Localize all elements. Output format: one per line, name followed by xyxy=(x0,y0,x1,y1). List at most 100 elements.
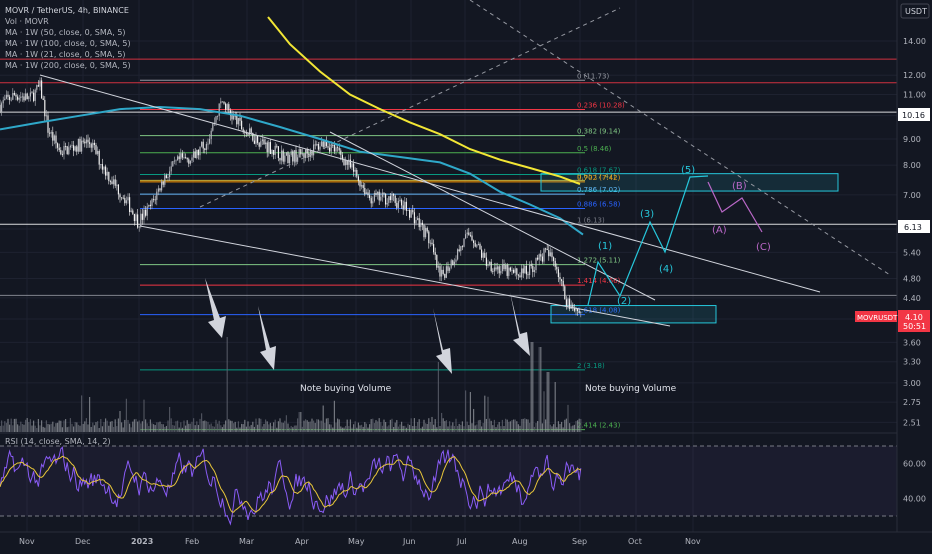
volume-bar xyxy=(460,424,462,432)
volume-bar xyxy=(201,413,203,432)
volume-bar xyxy=(188,423,190,432)
candle-body xyxy=(455,259,457,262)
volume-bar xyxy=(73,426,75,432)
candle-body xyxy=(527,274,529,276)
target-zone-box xyxy=(550,305,717,324)
volume-bar xyxy=(269,422,271,432)
candle-body xyxy=(439,266,441,277)
candle-body xyxy=(349,159,351,168)
candle-body xyxy=(23,96,25,101)
candle-body xyxy=(413,212,415,224)
volume-bar xyxy=(332,427,334,432)
volume-bar xyxy=(97,421,99,432)
volume-bar xyxy=(151,423,153,432)
candle-body xyxy=(493,267,495,272)
currency-box[interactable] xyxy=(900,3,930,19)
indicator-ma-100[interactable]: MA · 1W (100, close, 0, SMA, 5) xyxy=(5,39,131,48)
candle-body xyxy=(469,234,471,236)
fib-label: 1.414 (4.66) xyxy=(577,277,621,285)
candle-body xyxy=(15,94,17,97)
volume-bar xyxy=(5,422,7,432)
volume-bar xyxy=(114,419,116,432)
volume-bar xyxy=(468,425,470,432)
price-tick-label: 2.51 xyxy=(903,418,921,427)
volume-bar xyxy=(399,424,401,432)
candle-body xyxy=(546,248,548,251)
volume-bar xyxy=(383,419,385,432)
candle-body xyxy=(255,136,257,144)
rsi-indicator-label[interactable]: RSI (14, close, SMA, 14, 2) xyxy=(5,437,111,446)
volume-bar xyxy=(250,424,252,432)
candle-body xyxy=(378,191,380,201)
candle-body xyxy=(557,269,559,278)
trend-line-dashed-up xyxy=(199,7,621,208)
price-axis[interactable]: USDT 14.0012.0011.0010.009.008.007.006.0… xyxy=(896,0,932,532)
rsi-pane xyxy=(0,432,897,526)
time-tick-label: Sep xyxy=(572,537,587,546)
candle-body xyxy=(111,181,113,185)
candle-body xyxy=(361,185,363,187)
candle-body xyxy=(113,179,115,185)
volume-bar xyxy=(485,418,487,432)
volume-bar xyxy=(554,382,556,432)
time-axis[interactable]: Nov Dec 2023 Feb Mar Apr May Jun Jul Aug Sep Oct Nov xyxy=(0,531,932,546)
volume-bar xyxy=(223,424,225,432)
candle-body xyxy=(346,160,348,165)
candle-body xyxy=(39,80,41,87)
time-tick-label: Mar xyxy=(239,537,255,546)
volume-bar xyxy=(133,419,135,432)
candle-body xyxy=(146,206,148,216)
indicator-ma-21[interactable]: MA · 1W (21, close, 0, SMA, 5) xyxy=(5,50,126,59)
volume-bar xyxy=(404,425,406,432)
fib-levels: 0 (11.73) 0.236 (10.28) 0.382 (9.14) 0.5 (8… xyxy=(140,72,625,431)
volume-bar xyxy=(521,419,523,432)
volume-bar xyxy=(377,421,379,432)
indicator-vol[interactable]: Vol · MOVR xyxy=(5,17,49,26)
fib-label: 2.414 (2.43) xyxy=(577,422,621,430)
candle-body xyxy=(7,94,9,97)
volume-bar xyxy=(482,423,484,432)
candle-body xyxy=(237,117,239,125)
candle-body xyxy=(188,159,190,164)
volume-bar xyxy=(287,423,289,432)
volume-bar xyxy=(234,421,236,432)
candle-body xyxy=(84,141,86,144)
candle-body xyxy=(26,93,28,100)
volume-bar xyxy=(527,419,529,432)
volume-bar xyxy=(313,420,315,432)
candle-body xyxy=(490,261,492,272)
time-tick-labels: Nov Dec 2023 Feb Mar Apr May Jun Jul Aug Sep Oct Nov xyxy=(19,537,701,546)
candle-body xyxy=(245,132,247,134)
fib-label: 0.5 (8.46) xyxy=(577,145,612,153)
volume-bar xyxy=(33,420,35,432)
volume-bar xyxy=(362,426,364,432)
candle-body xyxy=(348,159,350,165)
symbol-title[interactable]: MOVR / TetherUS, 4h, BINANCE xyxy=(5,6,129,15)
candle-body xyxy=(108,171,110,181)
volume-bar xyxy=(463,426,465,432)
volume-bar xyxy=(516,421,518,432)
volume-bar xyxy=(157,422,159,432)
volume-bar xyxy=(218,420,220,432)
volume-bar xyxy=(17,424,19,432)
volume-bar xyxy=(105,418,107,432)
time-tick-label: Jun xyxy=(402,537,416,546)
candle-body xyxy=(290,151,292,155)
rsi-tick-label: 60.00 xyxy=(903,460,926,469)
candle-body xyxy=(572,304,574,309)
candle-body xyxy=(202,141,204,149)
rsi-ma-line xyxy=(0,455,582,513)
volume-bar xyxy=(260,418,262,432)
candle-body xyxy=(74,146,76,151)
indicator-ma-50[interactable]: MA · 1W (50, close, 0, SMA, 5) xyxy=(5,28,126,37)
candle-body xyxy=(301,153,303,155)
volume-bar xyxy=(148,426,150,432)
wave-labels: (1) (2) (3) (4) (5) (A) (B) (C) xyxy=(598,165,771,307)
fib-label: 0.65 (7.47) xyxy=(577,172,616,180)
candle-body xyxy=(271,149,273,155)
indicator-ma-200[interactable]: MA · 1W (200, close, 0, SMA, 5) xyxy=(5,61,131,70)
volume-bar xyxy=(92,422,94,432)
volume-bar xyxy=(429,421,431,432)
